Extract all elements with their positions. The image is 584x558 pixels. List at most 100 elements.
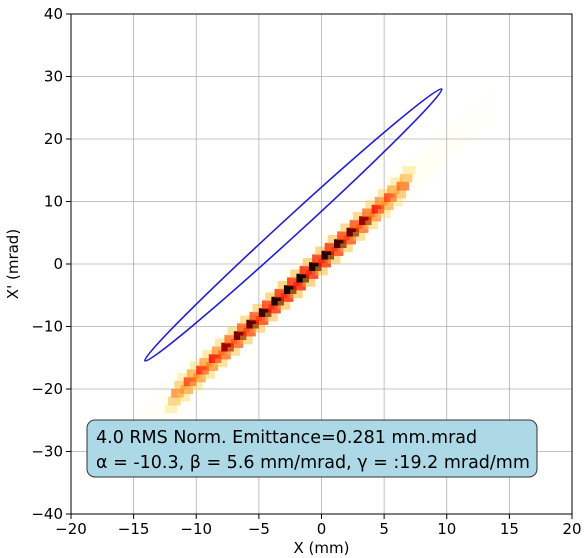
halo-cell [421,175,435,184]
halo-cell [446,134,460,144]
halo-cell [484,83,497,92]
halo-cell [434,164,447,173]
halo-cell [233,347,247,357]
density-cell [365,200,378,210]
halo-cell [371,221,385,230]
density-cell [327,255,341,264]
density-cell [271,296,284,306]
y-tick-label: −20 [31,380,63,398]
density-cell [177,393,190,402]
halo-cell [346,244,360,253]
density-cell [202,370,216,379]
halo-cell [134,405,147,414]
density-cell [252,324,266,333]
halo-cell [446,143,460,152]
halo-cell [472,129,485,138]
density-cell [215,358,228,368]
halo-cell [472,103,485,112]
halo-cell [346,209,360,218]
density-cell [305,270,319,279]
density-cell [240,335,253,345]
density-cell [380,201,394,210]
halo-cell [246,336,259,345]
density-cell [180,385,194,394]
halo-cell [334,220,347,230]
density-cell [343,235,356,245]
density-cell [265,312,278,322]
density-cell [359,216,372,225]
density-cell [177,373,190,382]
halo-cell [459,123,472,132]
halo-cell [409,160,422,169]
density-cell [330,247,344,256]
halo-cell [409,151,422,161]
density-cell [168,396,181,406]
halo-cell [133,413,147,422]
density-cell [368,212,381,222]
density-cell [233,331,247,340]
y-tick-label: 20 [44,130,63,148]
density-cell [171,388,184,398]
ellipse-layer [143,88,443,362]
density-cell [365,220,378,230]
density-cell [224,334,237,344]
halo-cell [196,347,209,356]
density-cell [346,227,360,237]
halo-cell [183,393,197,403]
halo-cell [271,278,284,287]
density-cell [293,281,306,291]
density-cell [315,266,328,276]
density-cell [183,377,197,386]
density-cell [221,342,234,352]
density-cell [243,327,256,337]
density-cell [302,278,316,287]
halo-cell [447,117,460,126]
halo-cell [421,157,435,167]
halo-cell [208,335,222,345]
halo-cell [146,393,159,402]
density-cell [277,301,291,310]
halo-cell [447,152,460,161]
annotation-line-twiss: α = -10.3, β = 5.6 mm/mrad, γ = :19.2 mr… [96,453,530,473]
halo-cell [396,163,410,172]
halo-cell [371,186,385,195]
density-cell [399,173,413,183]
y-tick-label: −30 [31,443,63,461]
halo-cell [484,91,497,100]
density-cell [268,304,281,314]
halo-cell [484,118,497,127]
y-tick-label: 40 [44,5,63,23]
emittance-annotation: 4.0 RMS Norm. Emittance=0.281 mm.mrad α … [86,419,538,478]
halo-cell [484,109,497,118]
halo-cell [434,146,447,155]
y-tick-label: 10 [44,193,63,211]
y-tick-label: 0 [53,255,63,273]
density-cell [302,258,316,267]
x-tick-label: −15 [118,520,150,538]
x-tick-label: 15 [500,520,519,538]
halo-cell [359,232,372,242]
density-cell [352,232,366,241]
x-tick-label: 5 [379,520,389,538]
y-axis-label: X' (mrad) [4,229,22,299]
halo-cell [196,382,209,391]
halo-cell [409,177,422,187]
density-cell [227,347,241,356]
halo-cell [171,370,184,379]
halo-cell [296,290,309,299]
halo-cell [183,358,197,368]
halo-cell [171,405,184,414]
halo-cell [409,186,422,196]
y-tick-label: −10 [31,318,63,336]
annotation-box [86,419,538,478]
halo-cell [484,100,497,109]
density-cell [340,243,353,253]
density-cell [393,189,407,199]
halo-cell [384,209,397,219]
density-cell [349,219,363,229]
halo-cell [459,131,472,141]
halo-cell [472,120,485,129]
x-tick-label: 10 [437,520,456,538]
halo-cell [459,114,472,123]
x-tick-label: 0 [317,520,327,538]
